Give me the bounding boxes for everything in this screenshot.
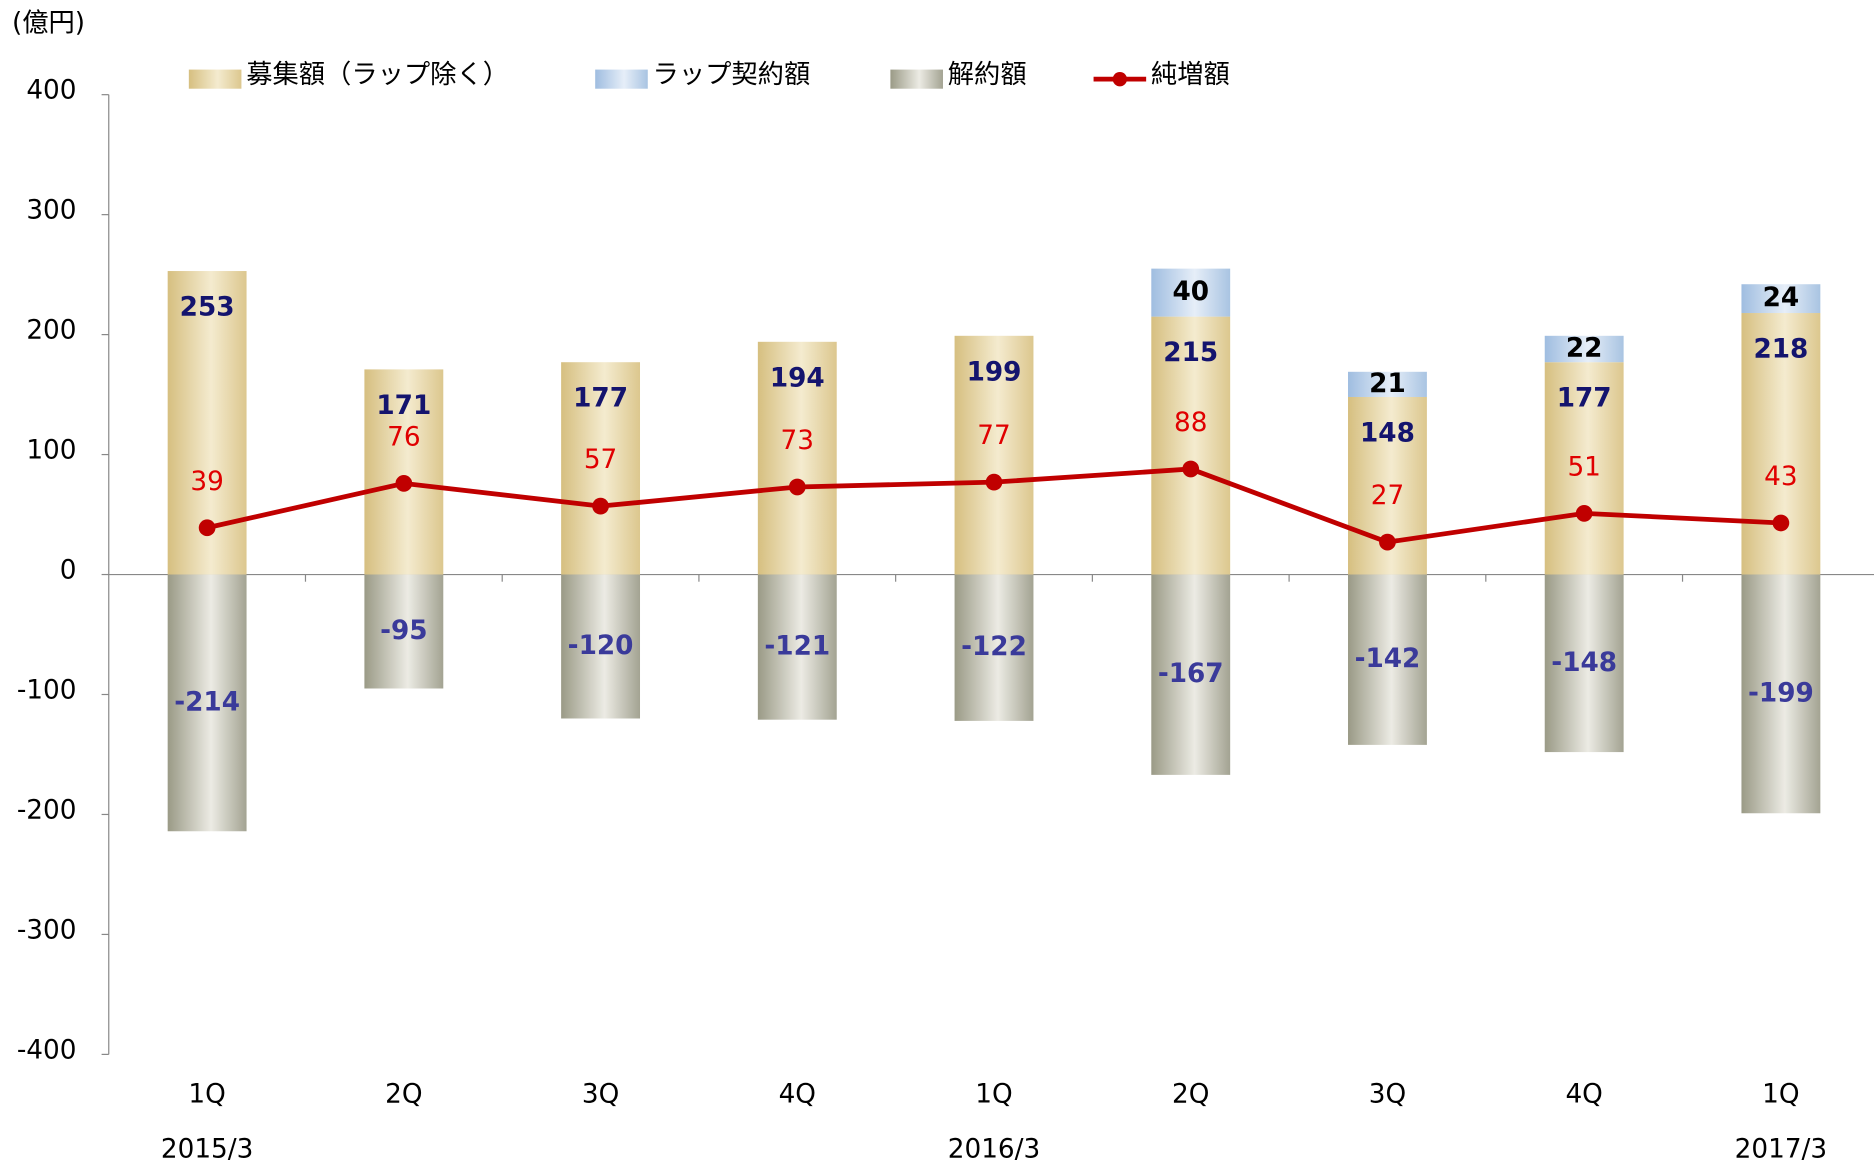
bar-value-label: 253 <box>180 293 235 323</box>
x-tick-label: 2Q <box>1172 1080 1209 1110</box>
bar-value-label: -148 <box>1551 648 1617 678</box>
bar-value-label: 148 <box>1360 419 1415 449</box>
year-label: 2015/3 <box>161 1135 253 1165</box>
line-value-label: 77 <box>977 421 1010 451</box>
x-tick-label: 2Q <box>385 1080 422 1110</box>
line-value-label: 27 <box>1371 481 1404 511</box>
line-value-label: 57 <box>584 445 617 475</box>
legend-marker <box>1112 71 1128 87</box>
line-value-label: 43 <box>1764 462 1797 492</box>
bar <box>1348 371 1427 397</box>
bar <box>364 369 444 575</box>
bar-value-label: -199 <box>1748 678 1814 708</box>
year-label: 2017/3 <box>1735 1135 1827 1165</box>
line-value-label: 88 <box>1174 408 1207 438</box>
year-label: 2016/3 <box>948 1135 1040 1165</box>
x-tick-label: 4Q <box>779 1080 816 1110</box>
line-point <box>788 478 806 496</box>
line-value-label: 73 <box>781 426 814 456</box>
x-tick-label: 1Q <box>1762 1080 1799 1110</box>
y-tick-label: 200 <box>26 316 76 346</box>
line-point <box>985 473 1003 491</box>
bar <box>1151 268 1231 317</box>
y-tick-label: 300 <box>26 196 76 226</box>
bar <box>1544 362 1624 575</box>
bar-value-label: 21 <box>1369 369 1406 399</box>
x-tick-label: 4Q <box>1565 1080 1602 1110</box>
y-tick-label: 0 <box>60 555 77 585</box>
bar-value-label: -120 <box>568 631 634 661</box>
line-point <box>1575 504 1593 522</box>
bar <box>364 574 444 689</box>
y-tick-label: 400 <box>26 76 76 106</box>
bar-value-label: 194 <box>770 363 825 393</box>
bar <box>1544 335 1624 363</box>
x-tick-label: 1Q <box>188 1080 225 1110</box>
bar-value-label: -121 <box>764 632 830 662</box>
line-point <box>1182 460 1200 478</box>
legend-label: 純増額 <box>1151 60 1230 90</box>
legend-label: ラップ契約額 <box>653 60 811 90</box>
y-tick-label: -100 <box>17 675 77 705</box>
y-tick-label: -300 <box>17 915 77 945</box>
x-tick-label: 1Q <box>975 1080 1012 1110</box>
bar-value-label: -214 <box>174 687 240 717</box>
y-tick-label: -400 <box>17 1035 77 1065</box>
line-point <box>395 474 413 492</box>
bar <box>561 362 641 575</box>
bar <box>1348 574 1427 745</box>
bar-value-label: 199 <box>967 357 1022 387</box>
legend-swatch <box>890 69 943 89</box>
bar <box>1544 574 1624 753</box>
bar-value-label: 24 <box>1763 283 1800 313</box>
line-point <box>1379 533 1396 551</box>
line-point <box>1772 514 1790 532</box>
line-point <box>198 519 216 537</box>
bar-value-label: 40 <box>1172 277 1209 307</box>
bar-value-label: 218 <box>1753 335 1808 365</box>
bar <box>757 341 837 575</box>
line-value-label: 76 <box>387 422 420 452</box>
bar-value-label: 171 <box>376 391 431 421</box>
line-value-label: 51 <box>1567 452 1600 482</box>
bar <box>561 574 641 719</box>
bar-value-label: 177 <box>1557 384 1612 414</box>
bar-value-label: -95 <box>380 616 427 646</box>
y-tick-label: 100 <box>26 435 76 465</box>
legend-swatch <box>188 69 242 89</box>
legend-label: 募集額（ラップ除く） <box>246 60 509 90</box>
bar-value-label: 177 <box>573 384 628 414</box>
bar <box>954 574 1034 721</box>
unit-label: (億円) <box>12 9 85 39</box>
bar <box>167 574 247 832</box>
bar <box>1741 574 1821 814</box>
bar <box>1151 316 1231 575</box>
bar <box>1151 574 1231 775</box>
line-value-label: 39 <box>190 467 223 497</box>
bar <box>757 574 837 720</box>
x-tick-label: 3Q <box>1369 1080 1406 1110</box>
bar-value-label: -122 <box>961 632 1027 662</box>
bar <box>1741 284 1821 314</box>
line-point <box>592 497 609 515</box>
bar-value-label: -142 <box>1355 644 1421 674</box>
x-tick-label: 3Q <box>582 1080 619 1110</box>
legend-label: 解約額 <box>948 60 1027 90</box>
y-tick-label: -200 <box>17 795 77 825</box>
bar-value-label: -167 <box>1158 659 1224 689</box>
bar-value-label: 215 <box>1163 338 1218 368</box>
bar <box>954 335 1034 575</box>
legend-swatch <box>595 69 648 89</box>
bar-value-label: 22 <box>1566 334 1603 364</box>
